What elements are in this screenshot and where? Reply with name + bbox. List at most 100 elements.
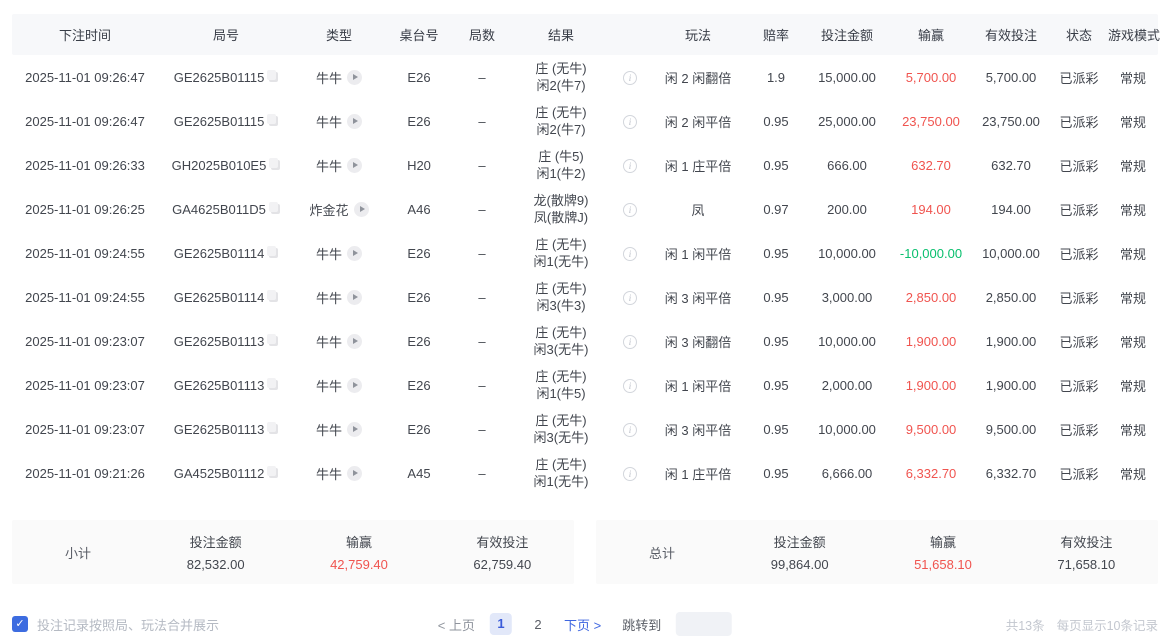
table-number: H20 bbox=[384, 143, 454, 187]
result-info-cell: i bbox=[612, 99, 648, 143]
info-icon[interactable]: i bbox=[623, 467, 637, 482]
odds: 1.9 bbox=[748, 55, 804, 99]
copy-icon[interactable] bbox=[267, 422, 279, 434]
info-icon[interactable]: i bbox=[623, 379, 637, 394]
win-loss: 23,750.00 bbox=[890, 99, 972, 143]
valid-bet: 1,900.00 bbox=[972, 363, 1050, 407]
game-mode: 常规 bbox=[1108, 99, 1158, 143]
result-line-1: 庄 (无牛) bbox=[535, 281, 587, 296]
result-cell: 庄 (无牛) 闲1(无牛) bbox=[510, 451, 612, 495]
status: 已派彩 bbox=[1050, 275, 1108, 319]
copy-icon[interactable] bbox=[267, 290, 279, 302]
game-number: GE2625B01115 bbox=[173, 113, 265, 129]
jump-to-page-input[interactable] bbox=[676, 612, 733, 636]
game-mode: 常规 bbox=[1108, 55, 1158, 99]
result-cell: 庄 (无牛) 闲1(牛5) bbox=[510, 363, 612, 407]
result-line-2: 闲3(无牛) bbox=[533, 430, 589, 445]
game-number-cell: GE2625B01115 bbox=[158, 99, 294, 143]
info-icon[interactable]: i bbox=[623, 335, 637, 350]
copy-icon[interactable] bbox=[267, 114, 279, 126]
video-play-icon[interactable] bbox=[347, 289, 362, 305]
record-count-info: 共13条 每页显示10条记录 bbox=[1006, 615, 1158, 634]
win-loss: 194.00 bbox=[890, 187, 972, 231]
copy-icon[interactable] bbox=[267, 246, 279, 258]
status: 已派彩 bbox=[1050, 319, 1108, 363]
copy-icon[interactable] bbox=[268, 202, 280, 214]
copy-icon[interactable] bbox=[267, 466, 279, 478]
bet-amount: 200.00 bbox=[804, 187, 890, 231]
page-button-1[interactable]: 1 bbox=[489, 613, 512, 635]
odds: 0.95 bbox=[748, 363, 804, 407]
video-play-icon[interactable] bbox=[347, 421, 362, 437]
copy-icon[interactable] bbox=[267, 334, 279, 346]
table-row: 2025-11-01 09:24:55 GE2625B01114 牛牛 E26 … bbox=[12, 231, 1158, 275]
video-play-icon[interactable] bbox=[347, 157, 362, 173]
play-method: 闲 1 闲平倍 bbox=[648, 363, 748, 407]
merge-display-option[interactable]: ✓ 投注记录按照局、玩法合并展示 bbox=[12, 615, 219, 634]
bet-amount: 10,000.00 bbox=[804, 231, 890, 275]
game-type: 牛牛 bbox=[315, 70, 342, 86]
info-icon[interactable]: i bbox=[623, 203, 637, 218]
table-number: E26 bbox=[384, 99, 454, 143]
video-play-icon[interactable] bbox=[347, 465, 362, 481]
col-game-mode: 游戏模式 bbox=[1108, 14, 1160, 55]
win-loss: 9,500.00 bbox=[890, 407, 972, 451]
game-type-cell: 牛牛 bbox=[294, 99, 384, 143]
odds: 0.95 bbox=[748, 143, 804, 187]
play-method: 闲 1 庄平倍 bbox=[648, 143, 748, 187]
video-play-icon[interactable] bbox=[347, 245, 362, 261]
col-status: 状态 bbox=[1050, 14, 1108, 55]
result-info-cell: i bbox=[612, 363, 648, 407]
prev-page-button[interactable]: < 上页 bbox=[437, 617, 475, 633]
table-row: 2025-11-01 09:23:07 GE2625B01113 牛牛 E26 … bbox=[12, 363, 1158, 407]
video-play-icon[interactable] bbox=[347, 69, 362, 85]
status: 已派彩 bbox=[1050, 363, 1108, 407]
total-win-loss-label: 输赢 bbox=[929, 535, 956, 550]
subtotal-bet-amount-label: 投注金额 bbox=[189, 535, 242, 550]
col-game-number: 局号 bbox=[158, 14, 294, 55]
copy-icon[interactable] bbox=[267, 70, 279, 82]
total-label: 总计 bbox=[648, 545, 675, 561]
info-icon[interactable]: i bbox=[623, 159, 637, 174]
video-play-icon[interactable] bbox=[347, 333, 362, 349]
total-card: 总计 投注金额 99,864.00 输赢 51,658.10 有效投注 71,6… bbox=[596, 520, 1158, 584]
play-method: 闲 3 闲平倍 bbox=[648, 407, 748, 451]
result-cell: 庄 (无牛) 闲3(无牛) bbox=[510, 407, 612, 451]
bet-amount: 10,000.00 bbox=[804, 407, 890, 451]
game-number-cell: GE2625B01114 bbox=[158, 275, 294, 319]
result-info-cell: i bbox=[612, 231, 648, 275]
col-rounds: 局数 bbox=[454, 14, 510, 55]
play-triangle-icon bbox=[353, 250, 358, 256]
page-button-2[interactable]: 2 bbox=[534, 616, 542, 632]
table-number: E26 bbox=[384, 231, 454, 275]
info-icon[interactable]: i bbox=[623, 247, 637, 262]
checkbox-checked-icon[interactable]: ✓ bbox=[12, 616, 28, 632]
info-icon[interactable]: i bbox=[623, 423, 637, 438]
info-icon[interactable]: i bbox=[623, 291, 637, 306]
result-line-2: 闲1(牛2) bbox=[536, 166, 586, 181]
copy-icon[interactable] bbox=[267, 378, 279, 390]
video-play-icon[interactable] bbox=[347, 113, 362, 129]
video-play-icon[interactable] bbox=[353, 201, 369, 217]
rounds: – bbox=[454, 143, 510, 187]
result-line-1: 庄 (无牛) bbox=[535, 413, 587, 428]
info-icon[interactable]: i bbox=[623, 115, 637, 130]
game-type: 牛牛 bbox=[315, 466, 342, 482]
game-number: GA4525B01112 bbox=[173, 465, 265, 481]
result-cell: 庄 (无牛) 闲3(牛3) bbox=[510, 275, 612, 319]
info-icon[interactable]: i bbox=[623, 71, 637, 86]
rounds: – bbox=[454, 55, 510, 99]
table-row: 2025-11-01 09:26:25 GA4625B011D5 炸金花 A46… bbox=[12, 187, 1158, 231]
bet-time: 2025-11-01 09:26:25 bbox=[12, 187, 158, 231]
summary-section: 小计 投注金额 82,532.00 输赢 42,759.40 有效投注 62,7… bbox=[12, 520, 1158, 584]
video-play-icon[interactable] bbox=[347, 377, 362, 393]
bet-amount: 6,666.00 bbox=[804, 451, 890, 495]
result-info-cell: i bbox=[612, 55, 648, 99]
game-type-cell: 牛牛 bbox=[294, 231, 384, 275]
table-row: 2025-11-01 09:23:07 GE2625B01113 牛牛 E26 … bbox=[12, 407, 1158, 451]
copy-icon[interactable] bbox=[269, 158, 281, 170]
game-number: GE2625B01113 bbox=[173, 421, 265, 437]
play-triangle-icon bbox=[353, 294, 358, 300]
next-page-button[interactable]: 下页 > bbox=[563, 617, 602, 633]
